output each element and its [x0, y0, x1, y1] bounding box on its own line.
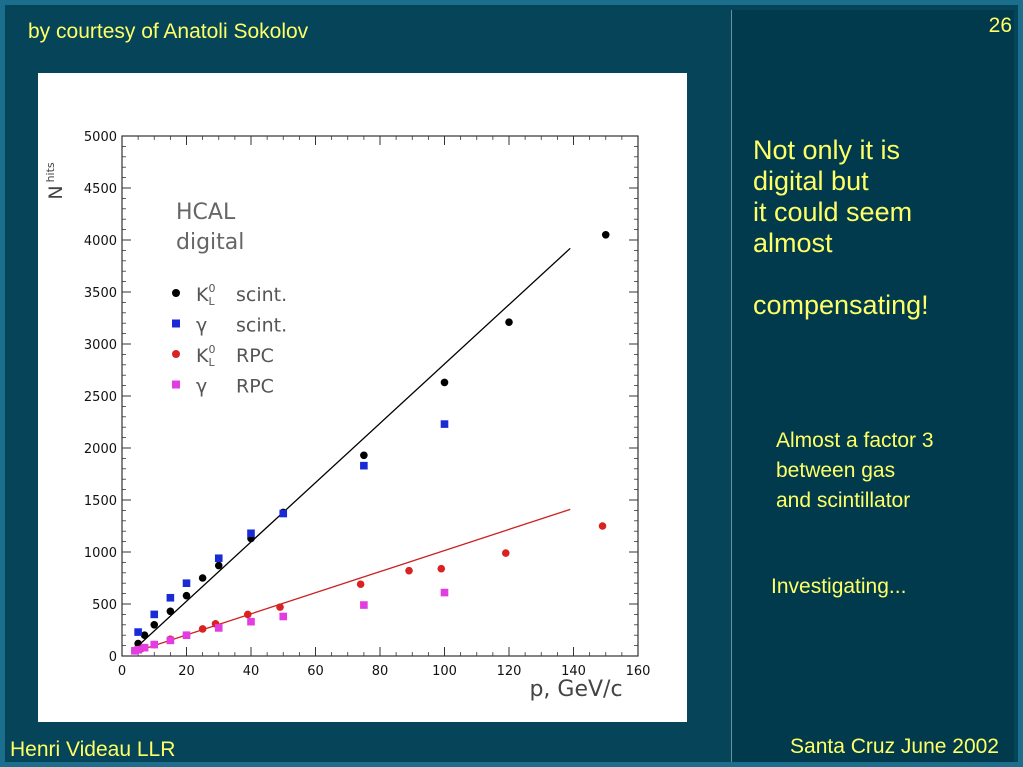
- data-point-series-1: [166, 593, 175, 602]
- axes-group: 0500100015002000250030003500400045005000…: [84, 130, 651, 679]
- data-point-series-0: [182, 591, 191, 600]
- investigating-note: Investigating...: [771, 575, 907, 598]
- y-tick-label: 2000: [84, 442, 117, 457]
- data-point-series-2: [243, 610, 252, 619]
- data-point-series-1: [440, 420, 449, 428]
- x-tick-label: 100: [432, 664, 457, 679]
- x-tick-label: 140: [561, 664, 586, 679]
- legend-marker: [172, 319, 180, 328]
- x-tick-label: 160: [626, 664, 651, 679]
- legend-marker: [172, 289, 180, 297]
- right-text-panel: [731, 10, 1014, 762]
- y-tick-label: 1500: [84, 494, 117, 509]
- author-footer: Henri Videau LLR: [10, 738, 176, 761]
- data-point-series-1: [360, 461, 368, 470]
- x-tick-label: 60: [307, 664, 324, 679]
- legend-entry-label: RPC: [236, 345, 274, 367]
- data-point-series-0: [214, 561, 223, 570]
- y-tick-label: 2500: [84, 390, 117, 405]
- y-tick-label: 4500: [84, 182, 117, 197]
- nhits-vs-momentum-chart: 0500100015002000250030003500400045005000…: [44, 130, 651, 702]
- data-point-series-2: [405, 566, 413, 575]
- data-point-series-2: [276, 603, 284, 611]
- legend-entry-label: RPC: [236, 376, 274, 398]
- data-point-series-0: [140, 631, 149, 639]
- y-tick-label: 1000: [84, 546, 117, 561]
- main-message: Not only it is digital but it could seem…: [753, 135, 929, 320]
- legend-particle: K0 L: [196, 282, 215, 308]
- credit-text: by courtesy of Anatoli Sokolov: [28, 20, 309, 43]
- legend-entry-label: scint.: [236, 315, 287, 337]
- fit-lines-group: [134, 247, 571, 653]
- page-number: 26: [988, 14, 1012, 37]
- y-tick-label: 0: [109, 650, 117, 665]
- data-point-series-3: [140, 643, 149, 652]
- data-point-series-3: [166, 636, 175, 645]
- data-point-series-3: [214, 624, 223, 632]
- data-point-series-0: [150, 621, 159, 629]
- chart-annotation-line: HCAL: [176, 200, 236, 225]
- data-point-series-1: [214, 554, 223, 563]
- x-tick-label: 0: [118, 664, 126, 679]
- data-points-group: [131, 231, 610, 655]
- data-point-series-2: [598, 522, 607, 530]
- x-tick-label: 120: [497, 664, 522, 679]
- y-tick-label: 3000: [84, 338, 117, 353]
- legend-particle: γ: [196, 376, 207, 398]
- data-point-series-3: [150, 640, 159, 649]
- data-point-series-1: [134, 628, 142, 636]
- data-point-series-3: [182, 631, 191, 639]
- fit-line-scint: [134, 247, 571, 650]
- data-point-series-0: [166, 607, 175, 616]
- data-point-series-3: [360, 601, 368, 609]
- venue-footer: Santa Cruz June 2002: [790, 735, 999, 758]
- chart-annotation-line: digital: [176, 230, 244, 255]
- data-point-series-3: [247, 617, 255, 626]
- y-tick-label: 500: [92, 598, 117, 613]
- legend-entry-label: scint.: [236, 284, 287, 306]
- plot-panel: 0 500 1000 1500 2000 2500 3000 3500 4000 4500 5000…: [38, 73, 687, 722]
- data-point-series-2: [356, 580, 365, 589]
- labels-group: Nhits p, GeV/c HCAL digital K0 L scint. γ scint.…: [44, 162, 623, 702]
- data-point-series-2: [501, 549, 510, 557]
- x-tick-label: 80: [372, 664, 389, 679]
- x-tick-label: 40: [243, 664, 260, 679]
- legend-marker: [172, 350, 180, 358]
- fit-line-rpc: [134, 508, 571, 653]
- x-axis-label: p, GeV/c: [529, 677, 622, 702]
- data-point-series-1: [150, 610, 159, 619]
- data-point-series-0: [198, 574, 207, 582]
- y-axis-label: Nhits: [44, 162, 67, 200]
- data-point-series-3: [440, 588, 449, 597]
- data-point-series-0: [505, 318, 513, 326]
- data-point-series-1: [247, 529, 255, 538]
- data-point-series-3: [279, 612, 288, 621]
- data-point-series-0: [440, 378, 449, 387]
- data-point-series-3: [134, 645, 142, 654]
- legend-marker: [172, 380, 180, 389]
- factor-note: Almost a factor 3 between gas and scinti…: [776, 429, 934, 512]
- data-point-series-0: [360, 451, 368, 460]
- data-point-series-2: [437, 564, 446, 573]
- data-point-series-0: [601, 231, 610, 239]
- y-tick-label: 5000: [84, 130, 117, 145]
- data-point-series-1: [279, 509, 288, 518]
- data-point-series-1: [182, 579, 191, 587]
- legend-particle: K0 L: [196, 343, 215, 369]
- x-tick-label: 20: [178, 664, 195, 679]
- legend-particle: γ: [196, 315, 207, 337]
- y-tick-label: 4000: [84, 234, 117, 249]
- data-point-series-2: [198, 625, 207, 633]
- y-tick-label: 3500: [84, 286, 117, 301]
